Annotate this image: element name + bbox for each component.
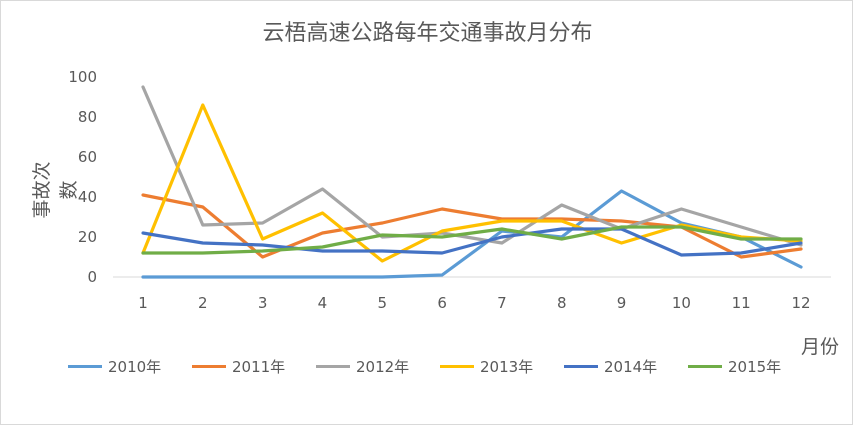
legend-label: 2010年 [108,357,162,376]
x-tick-label: 11 [732,294,751,312]
x-tick-label: 7 [497,294,507,312]
y-tick-label: 40 [78,188,97,206]
legend-label: 2012年 [356,357,410,376]
y-tick-label: 80 [78,108,97,126]
x-tick-label: 6 [437,294,447,312]
x-tick-label: 9 [617,294,627,312]
legend-label: 2011年 [232,357,286,376]
series-line-2014年 [141,227,803,257]
legend-item: 2012年 [316,355,409,377]
legend-item: 2010年 [68,355,161,377]
x-axis-label: 月份 [801,336,840,358]
legend-item: 2015年 [688,355,781,377]
legend-swatch [440,364,474,368]
x-tick-label: 2 [198,294,208,312]
series-line-2012年 [141,85,803,247]
legend-item: 2014年 [564,355,657,377]
series-line-2011年 [141,193,803,259]
y-tick-label: 100 [68,68,97,86]
legend-label: 2015年 [728,357,782,376]
x-tick-label: 5 [377,294,387,312]
series-line-2013年 [141,103,803,263]
x-tick-label: 3 [258,294,268,312]
x-tick-label: 12 [791,294,810,312]
series-line-2010年 [141,189,803,279]
y-tick-label: 0 [87,268,97,286]
legend-label: 2013年 [480,357,534,376]
series-line-2015年 [141,225,803,255]
legend-swatch [564,364,598,368]
y-tick-label: 20 [78,228,97,246]
x-tick-label: 8 [557,294,567,312]
legend-swatch [68,364,102,368]
legend-item: 2013年 [440,355,533,377]
legend: 2010年 2011年 2012年 2013年 2014年 2015年 [61,355,821,377]
chart-title: 云梧高速公路每年交通事故月分布 [262,21,593,46]
x-tick-label: 1 [138,294,148,312]
x-tick-label: 4 [318,294,328,312]
legend-label: 2014年 [604,357,658,376]
y-tick-label: 60 [78,148,97,166]
legend-swatch [192,364,226,368]
x-tick-label: 10 [672,294,691,312]
legend-swatch [688,364,722,368]
legend-item: 2011年 [192,355,285,377]
legend-swatch [316,364,350,368]
